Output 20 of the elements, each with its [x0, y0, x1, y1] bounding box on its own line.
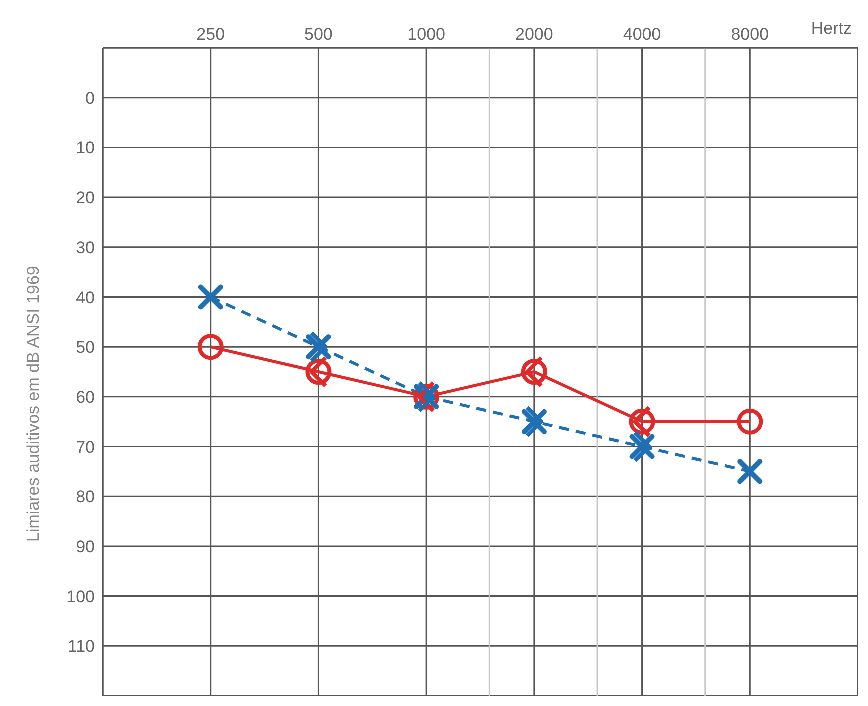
x-tick-label: 8000: [731, 25, 770, 44]
y-tick-label: 70: [76, 438, 95, 457]
x-tick-label: 1000: [408, 25, 446, 44]
y-tick-label: 20: [76, 188, 95, 208]
x-tick-label: 250: [196, 25, 226, 44]
x-axis-title: Hertz: [811, 19, 852, 38]
y-tick-label: 0: [86, 88, 95, 108]
y-tick-label: 40: [76, 288, 95, 308]
y-tick-label: 90: [76, 537, 95, 556]
y-tick-label: 110: [68, 637, 95, 656]
y-tick-label: 10: [76, 138, 95, 158]
y-axis-title: Limiares auditivos em dB ANSI 1969: [24, 266, 44, 542]
y-tick-label: 30: [76, 238, 95, 258]
x-tick-label: 4000: [623, 25, 662, 44]
y-tick-label: 50: [76, 338, 95, 358]
x-tick-label: 500: [304, 25, 333, 44]
y-tick-label: 60: [76, 388, 95, 407]
y-tick-label: 100: [66, 587, 95, 606]
y-tick-label: 80: [76, 488, 95, 507]
x-tick-label: 2000: [516, 25, 554, 44]
